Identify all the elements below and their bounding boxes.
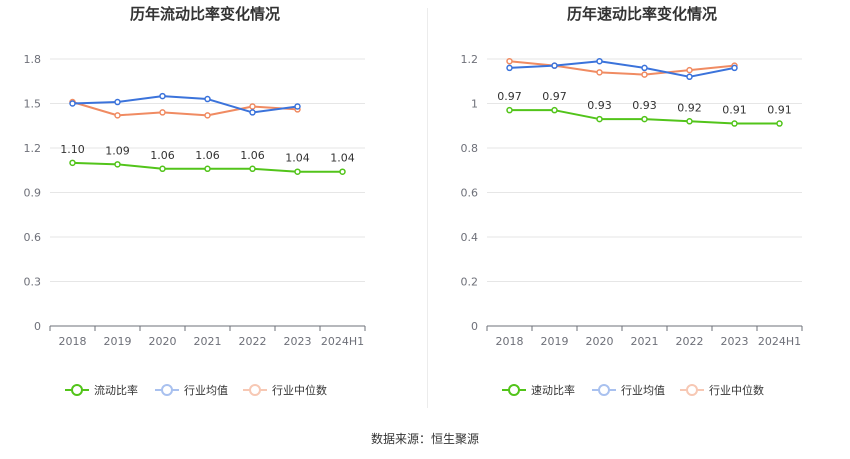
data-label: 0.91 (722, 104, 747, 117)
legend-label: 行业中位数 (709, 383, 764, 397)
series-line (509, 60, 735, 76)
series-line (509, 60, 735, 78)
legend-label: 行业均值 (621, 384, 665, 397)
data-point (159, 165, 166, 173)
data-point (641, 64, 648, 72)
y-tick-label: 0 (471, 320, 478, 333)
data-label: 1.10 (60, 143, 85, 156)
data-point (249, 109, 256, 116)
legend-marker (598, 384, 610, 396)
data-point (204, 165, 211, 173)
legend-marker (249, 384, 261, 396)
data-point (114, 98, 121, 106)
y-tick-label: 0.9 (24, 187, 42, 200)
x-tick-label: 2023 (721, 335, 749, 348)
x-tick-label: 2023 (284, 335, 312, 348)
data-point (731, 64, 738, 72)
y-tick-label: 1.5 (24, 98, 42, 111)
data-point (641, 71, 648, 78)
y-tick-label: 1.2 (24, 142, 42, 155)
data-point (114, 161, 121, 168)
data-label: 1.04 (285, 152, 310, 165)
x-tick-label: 2021 (194, 335, 222, 348)
x-tick-label: 2022 (239, 335, 267, 348)
x-tick-label: 2024H1 (321, 335, 364, 348)
data-point (159, 109, 166, 116)
data-point (294, 103, 301, 110)
quick-ratio-chart: 历年速动比率变化情况 0 0.2 0.4 0.6 0.8 1 1.2 2018 2019 2020 2… (461, 5, 803, 397)
data-point (551, 62, 558, 69)
x-tick-label: 2020 (149, 335, 177, 348)
data-point (596, 69, 603, 76)
data-point (506, 64, 513, 72)
y-tick-label: 0.8 (461, 142, 479, 155)
data-point (294, 168, 301, 175)
x-tick-label: 2018 (496, 335, 524, 348)
panel-divider (427, 8, 428, 408)
current-ratio-chart: 历年流动比率变化情况 0 0.3 0.6 0.9 1.2 1.5 1.8 2018 2019 202… (24, 5, 366, 397)
data-point (249, 165, 256, 173)
y-tick-label: 0.6 (461, 187, 479, 200)
data-point (204, 95, 211, 103)
data-point (69, 100, 76, 107)
x-tick-label: 2019 (541, 335, 569, 348)
legend-marker (71, 384, 83, 396)
x-tick-label: 2019 (104, 335, 132, 348)
legend-label: 行业均值 (184, 384, 228, 397)
y-tick-label: 0 (34, 320, 41, 333)
data-point (506, 57, 513, 65)
data-point (159, 92, 166, 100)
data-label: 0.93 (632, 99, 657, 112)
data-label: 0.93 (587, 99, 612, 112)
chart-title: 历年速动比率变化情况 (567, 5, 717, 23)
series-line (72, 101, 298, 117)
x-tick-label: 2022 (676, 335, 704, 348)
y-tick-label: 0.3 (24, 276, 42, 289)
data-point (551, 106, 558, 114)
data-point (204, 112, 211, 119)
data-label: 1.09 (105, 144, 130, 157)
data-point (249, 103, 256, 110)
data-point (641, 115, 648, 123)
data-point (686, 118, 693, 125)
data-label: 0.91 (767, 104, 792, 117)
y-tick-label: 0.2 (461, 276, 479, 289)
x-tick-label: 2021 (631, 335, 659, 348)
series-line (72, 95, 298, 114)
legend-label: 速动比率 (531, 383, 575, 397)
x-tick-label: 2024H1 (758, 335, 801, 348)
data-label: 0.92 (677, 101, 702, 114)
data-point (339, 168, 346, 175)
y-tick-label: 1.8 (24, 53, 42, 66)
y-tick-label: 0.4 (461, 231, 479, 244)
data-point (686, 66, 693, 74)
data-point (776, 120, 783, 127)
data-point (596, 57, 603, 65)
x-tick-label: 2020 (586, 335, 614, 348)
legend-label: 流动比率 (94, 383, 138, 397)
legend-label: 行业中位数 (272, 383, 327, 397)
data-label: 1.04 (330, 152, 355, 165)
legend-marker (508, 384, 520, 396)
data-point (69, 159, 76, 167)
data-point (506, 106, 513, 114)
data-label: 1.06 (240, 149, 265, 162)
data-point (731, 120, 738, 127)
y-tick-label: 0.6 (24, 231, 42, 244)
data-source-note: 数据来源：恒生聚源 (370, 432, 479, 446)
x-tick-label: 2018 (59, 335, 87, 348)
y-tick-label: 1 (471, 98, 478, 111)
data-label: 0.97 (497, 90, 522, 103)
y-tick-label: 1.2 (461, 53, 479, 66)
legend-marker (161, 384, 173, 396)
data-label: 1.06 (195, 149, 220, 162)
chart-title: 历年流动比率变化情况 (130, 5, 280, 23)
data-label: 0.97 (542, 90, 567, 103)
data-point (686, 73, 693, 81)
data-point (596, 115, 603, 123)
data-point (114, 112, 121, 119)
data-label: 1.06 (150, 149, 175, 162)
legend-marker (686, 384, 698, 396)
